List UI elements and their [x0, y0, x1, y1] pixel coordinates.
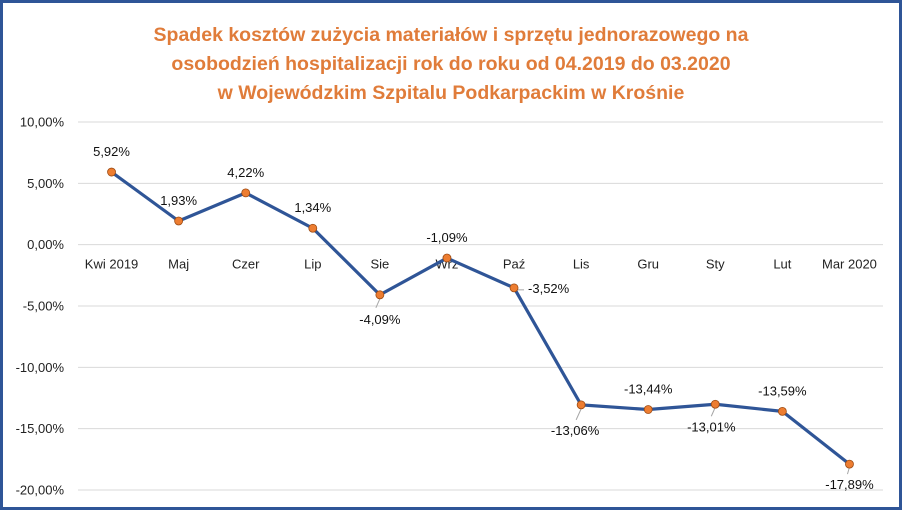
data-label: -1,09% [426, 230, 468, 245]
chart-title-line-2: osobodzień hospitalizacji rok do roku od… [171, 53, 731, 75]
data-label: -4,09% [359, 312, 401, 327]
data-point [710, 399, 720, 409]
y-tick-label: 0,00% [27, 237, 64, 252]
y-tick-label: -20,00% [16, 483, 65, 498]
data-point [375, 290, 385, 300]
data-point [576, 400, 586, 410]
data-label-leader [375, 298, 381, 309]
chart-title-line-1: Spadek kosztów zużycia materiałów i sprz… [153, 24, 749, 46]
chart-title-line-3: w Wojewódzkim Szpitalu Podkarpackim w Kr… [217, 82, 685, 104]
data-point [308, 223, 318, 233]
y-tick-label: -15,00% [16, 421, 65, 436]
y-tick-label: 10,00% [20, 115, 65, 130]
data-label: -13,44% [624, 382, 673, 397]
data-label-leader [710, 407, 716, 417]
data-label: -13,59% [758, 383, 807, 398]
x-tick-label: Gru [637, 257, 659, 272]
x-tick-label: Lip [304, 257, 321, 272]
data-label: -13,01% [687, 419, 736, 434]
data-point [845, 459, 854, 469]
data-label: 1,34% [294, 200, 331, 215]
x-tick-label: Czer [232, 257, 260, 272]
x-tick-label: Mar 2020 [822, 257, 877, 272]
y-tick-label: -5,00% [23, 299, 65, 314]
x-tick-label: Maj [168, 257, 189, 272]
data-label: 5,92% [93, 144, 130, 159]
data-label: -13,06% [551, 423, 600, 438]
data-label: 4,22% [227, 165, 264, 180]
data-point [442, 253, 452, 263]
x-tick-label: Lis [573, 257, 590, 272]
data-point [777, 406, 787, 416]
chart-title: Spadek kosztów zużycia materiałów i sprz… [3, 21, 899, 108]
data-label-leader [575, 408, 582, 421]
series-line [109, 170, 852, 466]
data-label: -3,52% [528, 281, 570, 296]
data-label: -17,89% [825, 477, 874, 492]
x-tick-label: Lut [773, 257, 791, 272]
y-tick-label: -10,00% [16, 360, 65, 375]
x-tick-label: Sty [706, 257, 725, 272]
x-tick-label: Kwi 2019 [85, 257, 138, 272]
data-label: 1,93% [160, 193, 197, 208]
y-tick-label: 5,00% [27, 176, 64, 191]
data-point [107, 167, 116, 177]
data-point [174, 216, 184, 226]
data-point [241, 188, 251, 198]
data-point [643, 405, 653, 414]
x-tick-label: Paź [503, 257, 525, 272]
data-point [509, 283, 519, 293]
x-tick-label: Sie [370, 257, 389, 272]
line-chart: 10,00% 5,00% 0,00% -5,00% -10,00% -15,00% -20,… [16, 115, 883, 498]
